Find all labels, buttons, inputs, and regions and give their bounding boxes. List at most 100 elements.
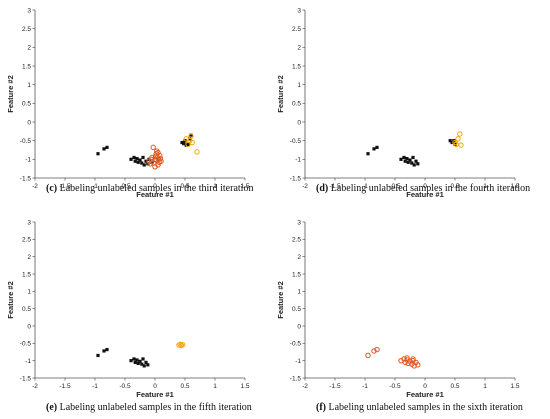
data-point-square bbox=[129, 359, 133, 363]
data-point-circle bbox=[404, 355, 410, 361]
data-point-square bbox=[96, 353, 100, 358]
x-axis-title: Feature #1 bbox=[136, 190, 174, 199]
data-point-circle bbox=[152, 164, 158, 170]
data-point-circle bbox=[458, 142, 464, 148]
data-point-square bbox=[136, 160, 140, 164]
data-point-square bbox=[135, 156, 139, 161]
y-tick-label: -1 bbox=[295, 358, 301, 365]
y-tick-label: 1 bbox=[297, 82, 301, 89]
data-point-circle bbox=[152, 153, 159, 160]
x-tick-label: -1 bbox=[362, 183, 368, 190]
data-point-circle bbox=[187, 137, 193, 144]
data-point-square bbox=[140, 161, 144, 165]
x-tick-label: 0.5 bbox=[450, 383, 459, 390]
y-tick-label: 3 bbox=[27, 7, 31, 14]
data-point-square bbox=[366, 152, 370, 156]
data-point-square bbox=[132, 155, 136, 160]
y-tick-label: 0.5 bbox=[292, 101, 301, 108]
data-point-square bbox=[142, 364, 146, 368]
data-point-circle bbox=[457, 131, 463, 137]
data-point-square bbox=[448, 139, 452, 143]
data-point-square bbox=[146, 363, 150, 367]
data-point-circle bbox=[179, 342, 186, 348]
caption-d-text: Labeling unlabeled samples in the fourth… bbox=[330, 183, 531, 194]
x-tick-label: -2 bbox=[302, 183, 308, 190]
data-point-square bbox=[135, 358, 139, 362]
y-tick-label: -0.5 bbox=[290, 341, 302, 348]
y-tick-label: 0 bbox=[27, 323, 31, 330]
data-point-square bbox=[403, 159, 407, 163]
caption-e: (e) Labeling unlabeled samples in the fi… bbox=[46, 402, 252, 413]
x-tick-label: 0 bbox=[423, 183, 427, 190]
data-point-circle bbox=[153, 157, 159, 163]
data-point-square bbox=[132, 357, 136, 361]
data-point-circle bbox=[148, 156, 155, 163]
y-tick-label: 0.5 bbox=[292, 306, 301, 313]
data-point-square bbox=[408, 158, 412, 162]
x-tick-label: -2 bbox=[302, 383, 308, 390]
y-tick-label: -1 bbox=[295, 157, 301, 164]
data-point-square bbox=[182, 142, 186, 146]
data-point-square bbox=[412, 163, 416, 167]
data-point-square bbox=[136, 361, 140, 366]
x-tick-label: -0.5 bbox=[389, 183, 401, 190]
data-point-square bbox=[140, 362, 144, 366]
caption-c-label: (c) bbox=[46, 183, 58, 194]
data-point-circle bbox=[371, 348, 377, 354]
y-tick-label: -1 bbox=[25, 358, 31, 365]
data-point-square bbox=[414, 159, 418, 163]
scatter-panel-f: -2 -1.5 -1 -0.5 0 0.5 1 1.5-1.5-1-0.500.511.522… bbox=[276, 219, 520, 399]
y-tick-label: 1.5 bbox=[292, 63, 301, 70]
data-point-circle bbox=[455, 136, 461, 142]
y-tick-label: 2.5 bbox=[292, 237, 301, 244]
x-tick-label: 0.5 bbox=[180, 383, 189, 390]
data-point-square bbox=[138, 158, 142, 162]
data-point-square bbox=[142, 163, 146, 167]
x-tick-label: -1 bbox=[362, 383, 368, 390]
x-tick-label: 1.5 bbox=[510, 383, 519, 390]
y-tick-label: 2.5 bbox=[292, 26, 301, 33]
data-point-square bbox=[402, 155, 406, 160]
data-point-circle bbox=[401, 356, 407, 362]
y-tick-label: 3 bbox=[297, 219, 301, 226]
data-point-square bbox=[416, 162, 420, 166]
x-tick-label: 0.5 bbox=[450, 183, 459, 190]
data-point-square bbox=[405, 156, 409, 161]
y-axis-title: Feature #2 bbox=[276, 281, 285, 319]
x-tick-label: 1.5 bbox=[240, 183, 249, 190]
x-tick-label: 0 bbox=[153, 183, 157, 190]
data-point-square bbox=[406, 160, 410, 164]
caption-d-label: (d) bbox=[316, 183, 329, 194]
y-tick-label: 3 bbox=[27, 219, 31, 226]
caption-e-text: Labeling unlabeled samples in the fifth … bbox=[59, 402, 252, 413]
x-tick-label: 0 bbox=[153, 383, 157, 390]
data-point-square bbox=[189, 133, 193, 137]
data-point-square bbox=[410, 161, 414, 165]
data-point-square bbox=[186, 142, 190, 146]
x-tick-label: -1.5 bbox=[59, 183, 71, 190]
y-axis-title: Feature #2 bbox=[276, 75, 285, 113]
caption-f-text: Labeling unlabeled samples in the sixth … bbox=[328, 402, 523, 413]
x-tick-label: -1 bbox=[92, 183, 98, 190]
data-point-square bbox=[411, 155, 415, 160]
y-tick-label: -0.5 bbox=[290, 138, 302, 145]
x-axis-title: Feature #1 bbox=[406, 190, 444, 199]
y-tick-label: -1.5 bbox=[290, 375, 302, 382]
data-point-circle bbox=[415, 362, 421, 368]
y-axis-title: Feature #2 bbox=[6, 281, 15, 319]
x-axis-title: Feature #1 bbox=[136, 390, 174, 399]
y-tick-label: 0 bbox=[297, 119, 301, 126]
x-tick-label: -1 bbox=[92, 383, 98, 390]
data-point-circle bbox=[410, 357, 416, 364]
y-tick-label: 0.5 bbox=[22, 306, 31, 313]
x-tick-label: -2 bbox=[32, 383, 38, 390]
y-tick-label: 1.5 bbox=[22, 63, 31, 70]
data-point-circle bbox=[404, 357, 410, 363]
x-tick-label: 1 bbox=[483, 183, 487, 190]
x-tick-label: 1 bbox=[213, 183, 217, 190]
x-tick-label: -0.5 bbox=[119, 183, 131, 190]
caption-f-label: (f) bbox=[316, 402, 326, 413]
y-tick-label: -1.5 bbox=[20, 375, 32, 382]
y-tick-label: -0.5 bbox=[20, 138, 32, 145]
scatter-panel-d: -2 -1.5 -1 -0.5 0 0.5 1 1.5-1.5-1-0.500.511.522… bbox=[276, 7, 520, 199]
